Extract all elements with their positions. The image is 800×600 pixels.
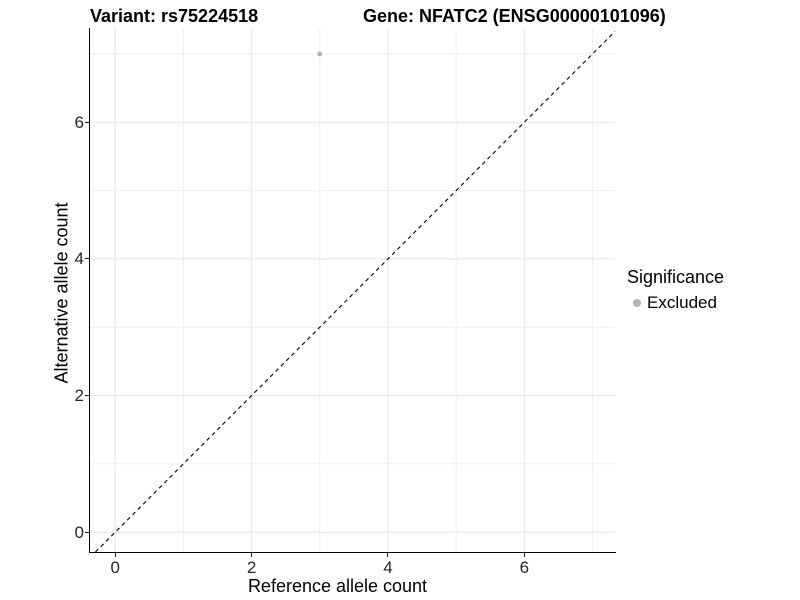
legend-title: Significance: [627, 267, 725, 287]
plot-panel: [90, 28, 615, 552]
legend: Significance Excluded: [627, 267, 724, 313]
y-tick-mark: [85, 258, 89, 260]
x-tick-label: 6: [519, 558, 530, 577]
x-tick-label: 4: [383, 558, 393, 577]
y-axis-line: [89, 28, 90, 553]
y-tick-label: 0: [74, 522, 84, 542]
x-tick-mark: [387, 553, 389, 557]
x-tick-label: 2: [246, 558, 257, 577]
y-tick-mark: [85, 395, 89, 397]
plot-title-gene: Gene: NFATC2 (ENSG00000101096): [363, 6, 666, 26]
x-tick-mark: [114, 553, 116, 557]
identity-line: [95, 31, 615, 552]
plot-canvas: [90, 28, 615, 552]
y-tick-mark: [85, 121, 89, 123]
data-point: [317, 51, 323, 57]
legend-item: Excluded: [627, 293, 724, 313]
x-axis-line: [89, 552, 616, 553]
plot-title-variant: Variant: rs75224518: [90, 6, 259, 26]
x-tick-label: 0: [110, 558, 120, 577]
y-tick-mark: [85, 531, 89, 533]
y-tick-label: 2: [74, 386, 84, 406]
legend-point-icon: [633, 299, 641, 307]
y-axis-label: Alternative allele count: [51, 202, 72, 384]
legend-items: Excluded: [627, 293, 724, 313]
y-tick-label: 4: [74, 249, 84, 269]
y-tick-label: 6: [74, 112, 84, 132]
x-axis-label: Reference allele count: [247, 576, 428, 596]
x-tick-mark: [251, 553, 253, 557]
x-tick-mark: [523, 553, 525, 557]
legend-item-label: Excluded: [647, 293, 717, 312]
